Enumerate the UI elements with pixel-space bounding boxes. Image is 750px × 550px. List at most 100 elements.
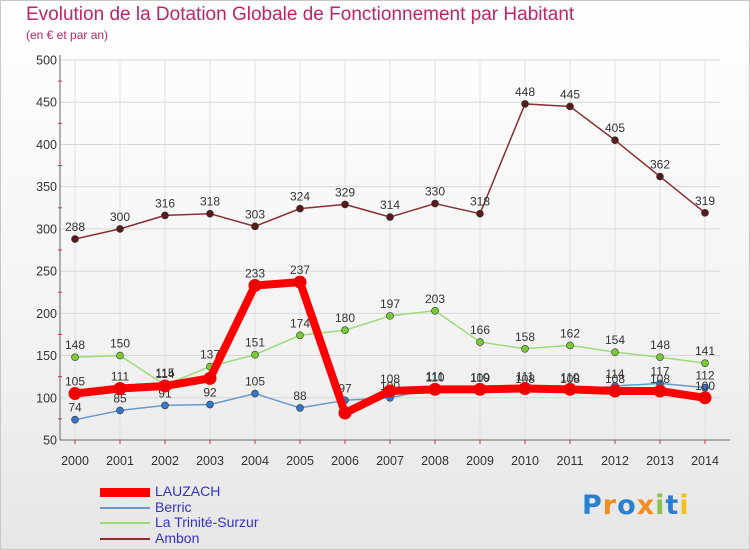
- data-point: [341, 326, 349, 335]
- data-label: 92: [203, 386, 217, 400]
- data-point: [203, 371, 217, 385]
- y-tick-label: 150: [36, 349, 57, 363]
- data-label: 141: [695, 344, 715, 358]
- data-point: [611, 348, 619, 356]
- data-label: 74: [68, 401, 82, 415]
- chart-title: Evolution de la Dotation Globale de Fonc…: [26, 4, 575, 25]
- data-label: 85: [113, 391, 127, 405]
- data-label: 445: [560, 87, 580, 101]
- data-point: [701, 383, 709, 392]
- data-label: 100: [695, 379, 715, 393]
- legend-label: LAUZACH: [155, 483, 221, 499]
- data-label: 108: [515, 372, 535, 386]
- data-point: [341, 200, 349, 209]
- legend-swatch: [100, 488, 150, 497]
- data-label: 405: [605, 121, 625, 135]
- y-tick-label: 450: [36, 96, 57, 110]
- data-point: [158, 379, 172, 393]
- data-label: 314: [380, 198, 400, 212]
- data-point: [206, 209, 214, 218]
- chart-subtitle: (en € et par an): [26, 28, 109, 42]
- data-label: 329: [335, 185, 355, 199]
- y-tick-label: 500: [36, 54, 57, 68]
- data-label: 166: [470, 323, 490, 337]
- data-point: [71, 353, 79, 362]
- y-tick-label: 350: [36, 180, 57, 194]
- data-label: 109: [470, 371, 490, 385]
- data-label: 158: [515, 330, 535, 344]
- x-tick-label: 2006: [331, 454, 359, 468]
- legend-swatch: [100, 537, 150, 540]
- data-point: [251, 350, 259, 359]
- data-label: 151: [245, 336, 265, 350]
- x-tick-label: 2002: [151, 454, 179, 468]
- x-tick-label: 2010: [511, 454, 539, 468]
- data-point: [71, 415, 79, 424]
- data-point: [608, 384, 622, 398]
- x-tick-label: 2000: [61, 454, 89, 468]
- x-tick-label: 2009: [466, 454, 494, 468]
- x-tick-label: 2001: [106, 454, 134, 468]
- data-label: 88: [293, 389, 307, 403]
- data-label: 318: [200, 195, 220, 209]
- x-tick-label: 2003: [196, 454, 224, 468]
- series-ambon: 288 300 316 318 303 324 329 314 330 318 448 445 405 3…: [65, 85, 715, 243]
- data-label: 174: [290, 316, 310, 330]
- data-point: [68, 387, 82, 401]
- data-point: [431, 306, 439, 315]
- x-tick-label: 2004: [241, 454, 269, 468]
- data-label: 117: [650, 364, 669, 378]
- data-point: [698, 391, 712, 405]
- data-label: 115: [155, 366, 174, 380]
- x-tick-label: 2007: [376, 454, 404, 468]
- data-point: [518, 381, 532, 395]
- y-tick-label: 200: [36, 307, 57, 321]
- data-point: [116, 406, 124, 415]
- data-label: 105: [65, 375, 85, 389]
- data-label: 300: [110, 210, 130, 224]
- logo-letter: i: [655, 490, 666, 521]
- data-label: 137: [200, 348, 220, 362]
- y-tick-label: 100: [36, 391, 57, 405]
- data-point: [473, 382, 487, 396]
- logo-letter: P: [582, 490, 603, 521]
- data-label: 114: [155, 367, 174, 381]
- data-point: [113, 381, 127, 395]
- data-label: 148: [650, 338, 670, 352]
- data-point: [116, 351, 124, 360]
- data-point: [656, 172, 664, 181]
- logo-letter: x: [636, 490, 656, 521]
- data-label: 111: [111, 369, 130, 383]
- data-point: [428, 382, 442, 396]
- data-point: [701, 359, 709, 367]
- y-tick-label: 50: [43, 434, 57, 448]
- data-point: [296, 404, 304, 412]
- data-label: 162: [560, 326, 580, 340]
- data-point: [248, 278, 262, 292]
- data-label: 110: [425, 370, 444, 384]
- data-point: [386, 213, 394, 221]
- data-point: [431, 199, 439, 208]
- data-label: 233: [245, 266, 265, 280]
- legend-swatch: [100, 522, 150, 524]
- data-point: [116, 225, 124, 233]
- data-label: 108: [650, 372, 670, 386]
- data-label: 110: [560, 370, 579, 384]
- data-point: [566, 102, 574, 111]
- x-tick-label: 2008: [421, 454, 449, 468]
- logo-letter: r: [602, 490, 618, 521]
- data-point: [338, 406, 352, 420]
- data-point: [161, 401, 169, 410]
- data-point: [611, 136, 619, 145]
- logo-letter: t: [665, 490, 680, 521]
- data-point: [566, 341, 574, 350]
- legend-label: Ambon: [155, 529, 200, 546]
- data-point: [251, 389, 259, 398]
- legend-label: Berric: [155, 498, 192, 515]
- data-point: [521, 344, 529, 353]
- x-tick-label: 2013: [646, 454, 674, 468]
- data-label: 108: [380, 372, 400, 386]
